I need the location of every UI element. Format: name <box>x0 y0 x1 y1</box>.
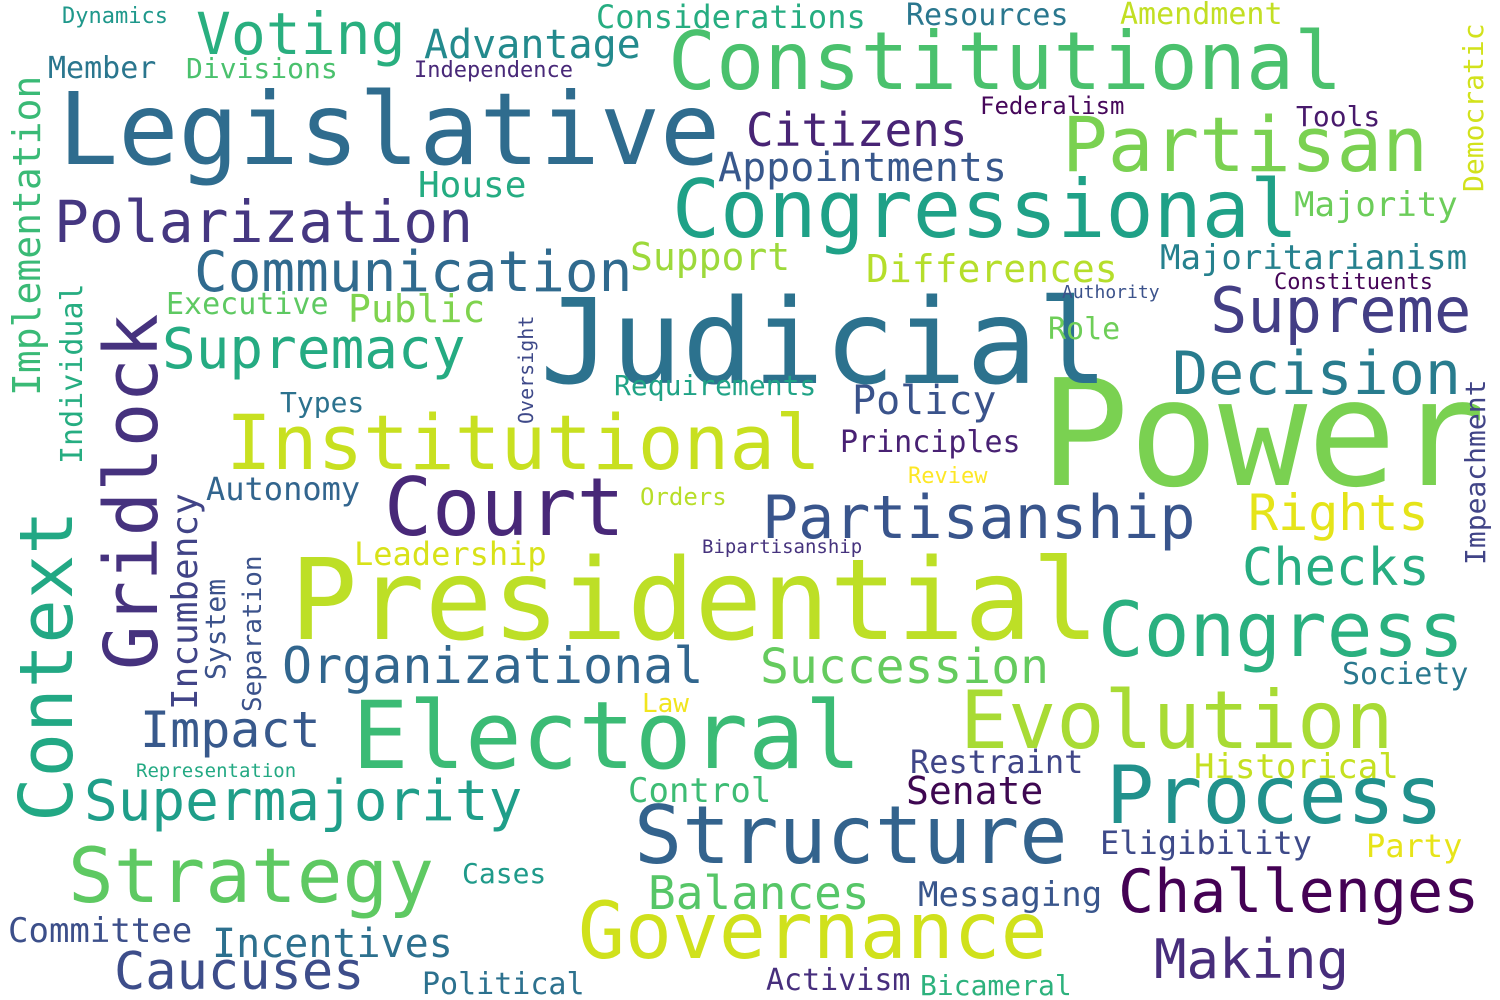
word: Federalism <box>980 92 1125 120</box>
word: Requirements <box>614 369 817 402</box>
word: Political <box>422 967 585 1000</box>
word: Historical <box>1194 747 1399 787</box>
word: Polarization <box>54 188 474 256</box>
word: Restraint <box>910 743 1084 781</box>
word: Presidential <box>290 536 1100 666</box>
word: Court <box>384 461 625 554</box>
word: House <box>418 165 527 206</box>
word: Institutional <box>226 398 821 487</box>
word: Committee <box>8 911 193 951</box>
word: Control <box>628 771 772 811</box>
word: Activism <box>766 963 911 998</box>
word: Resources <box>906 0 1069 33</box>
word: Role <box>1048 312 1121 347</box>
word: Supermajority <box>84 769 523 834</box>
word: Gridlock <box>89 313 175 670</box>
word: Structure <box>634 789 1068 882</box>
word: Communication <box>194 240 633 305</box>
word: Legislative <box>58 71 721 188</box>
word: Voting <box>196 0 406 68</box>
word: Partisan <box>1062 100 1429 189</box>
word: Citizens <box>746 103 968 157</box>
word: Individual <box>55 283 90 464</box>
word: Tools <box>1296 100 1381 133</box>
word: Impeachment <box>1459 379 1492 565</box>
word: Congressional <box>672 163 1299 256</box>
word: Evolution <box>960 674 1394 767</box>
word: Strategy <box>68 831 435 920</box>
word: Law <box>642 689 689 719</box>
word: Caucuses <box>114 942 365 1000</box>
word: Decision <box>1172 339 1461 409</box>
word: Appointments <box>718 145 1007 191</box>
word: Public <box>348 287 486 331</box>
word: System <box>199 578 232 680</box>
word: Considerations <box>596 0 866 36</box>
word: Cases <box>462 857 547 890</box>
word: Impact <box>140 701 321 759</box>
word: Democratic <box>1457 23 1490 192</box>
word: Autonomy <box>206 470 361 508</box>
word: Organizational <box>282 637 704 695</box>
word: Context <box>4 510 90 822</box>
word: Incentives <box>212 921 453 967</box>
word: Power <box>1040 348 1486 520</box>
word: Supreme <box>1210 274 1472 347</box>
word: Implementation <box>5 75 49 396</box>
word: Leadership <box>354 535 547 573</box>
word: Authority <box>1062 282 1160 303</box>
word: Amendment <box>1120 0 1283 32</box>
word: Congress <box>1098 585 1465 674</box>
word: Process <box>1106 749 1444 842</box>
word: Bicameral <box>920 969 1072 1000</box>
word: Senate <box>906 769 1044 813</box>
word: Support <box>630 235 791 279</box>
word: Review <box>908 464 988 489</box>
word: Representation <box>136 760 297 782</box>
word: Member <box>48 51 157 86</box>
word: Independence <box>414 58 573 83</box>
word: Rights <box>1248 484 1429 542</box>
word: Bipartisanship <box>702 536 863 558</box>
word: Society <box>1342 657 1469 692</box>
word: Balances <box>648 866 870 920</box>
word: Party <box>1366 827 1463 865</box>
word: Electoral <box>352 682 862 791</box>
word: Succession <box>760 639 1049 695</box>
word: Making <box>1154 928 1350 991</box>
word: Constitutional <box>668 15 1343 108</box>
word: Advantage <box>424 22 641 68</box>
word: Divisions <box>186 52 338 85</box>
word: Principles <box>840 425 1021 460</box>
word: Messaging <box>918 875 1103 915</box>
word: Eligibility <box>1100 824 1312 862</box>
word: Dynamics <box>62 4 168 29</box>
word: Partisanship <box>762 483 1196 553</box>
word: Separation <box>238 555 268 712</box>
word: Policy <box>852 378 997 424</box>
word: Differences <box>866 247 1118 291</box>
word: Orders <box>640 483 727 511</box>
word: Majority <box>1294 185 1458 225</box>
word: Judicial <box>540 273 1109 411</box>
word: Oversight <box>514 315 538 424</box>
word: Checks <box>1242 538 1430 598</box>
word: Types <box>280 386 365 419</box>
word: Constituents <box>1274 270 1433 295</box>
word: Majoritarianism <box>1160 238 1468 278</box>
word: Executive <box>166 287 329 322</box>
word: Supremacy <box>162 317 466 382</box>
word: Governance <box>578 887 1048 977</box>
word: Challenges <box>1118 857 1480 927</box>
